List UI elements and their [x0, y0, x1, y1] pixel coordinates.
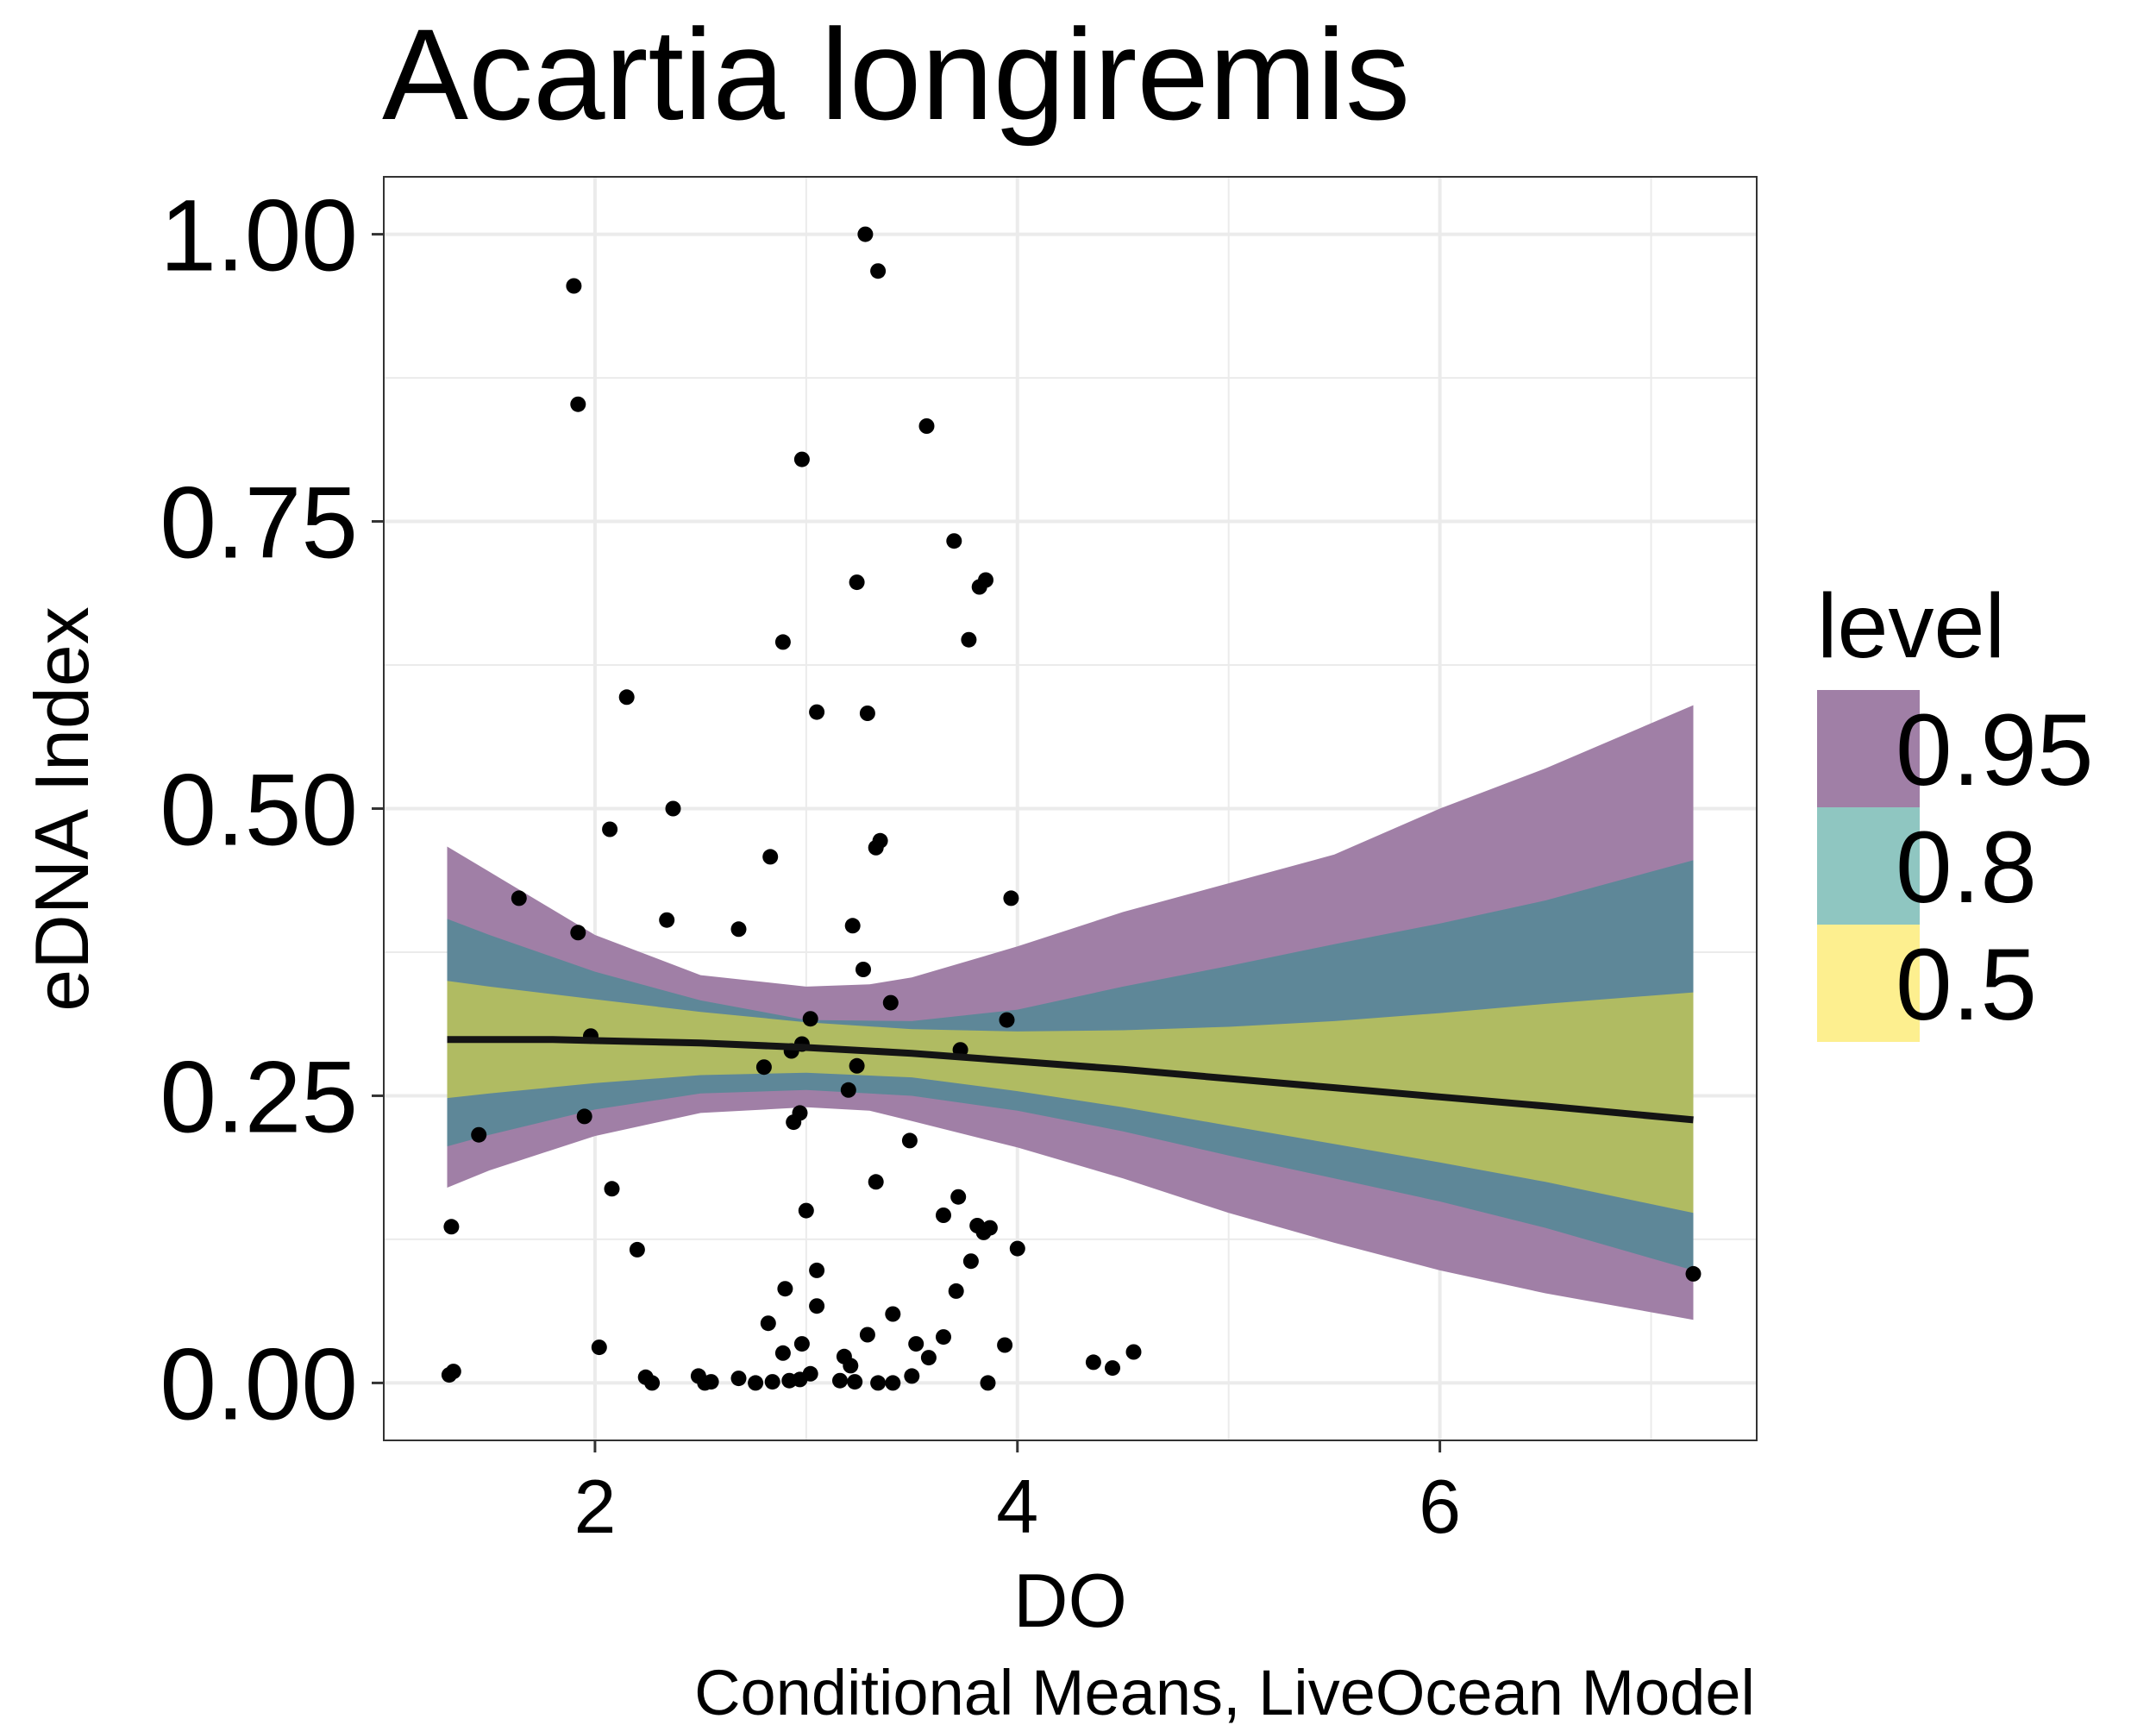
data-point-66: [592, 1339, 607, 1355]
data-point-73: [1105, 1360, 1120, 1376]
data-point-34: [756, 1059, 772, 1075]
data-point-10: [775, 634, 791, 649]
data-point-79: [731, 1371, 747, 1386]
data-point-2: [566, 279, 581, 294]
y-tick-label-3: 0.75: [160, 467, 358, 580]
data-point-1: [870, 263, 886, 279]
data-point-24: [731, 921, 747, 937]
data-point-3: [570, 397, 586, 412]
data-point-61: [936, 1329, 951, 1345]
data-point-57: [949, 1283, 964, 1299]
data-point-26: [856, 962, 871, 977]
data-point-6: [946, 533, 962, 549]
legend-label-0-8: 0.8: [1896, 811, 2037, 925]
data-point-7: [849, 574, 865, 590]
x-tick-label-1: 4: [996, 1464, 1038, 1549]
data-point-9: [972, 580, 987, 595]
data-point-20: [511, 890, 527, 906]
data-point-15: [666, 801, 681, 817]
data-point-36: [841, 1082, 856, 1098]
data-point-39: [786, 1114, 801, 1130]
data-point-29: [803, 1011, 818, 1026]
data-point-88: [748, 1375, 763, 1390]
data-point-89: [765, 1374, 780, 1389]
data-point-23: [845, 918, 861, 933]
data-point-52: [1010, 1241, 1025, 1257]
legend-title: level: [1817, 575, 2005, 677]
data-point-91: [885, 1375, 900, 1390]
data-point-25: [570, 925, 586, 940]
data-point-41: [902, 1132, 918, 1148]
data-point-75: [442, 1367, 457, 1383]
data-point-21: [1003, 890, 1018, 906]
data-point-16: [602, 822, 617, 837]
data-point-64: [794, 1336, 810, 1352]
y-tick-label-1: 0.25: [160, 1040, 358, 1154]
data-point-63: [908, 1336, 924, 1352]
data-point-90: [870, 1375, 886, 1390]
data-point-33: [849, 1058, 865, 1074]
y-tick-label-4: 1.00: [160, 179, 358, 293]
x-axis: 2 4 6: [573, 1440, 1461, 1549]
data-point-40: [471, 1127, 486, 1143]
data-point-55: [1686, 1266, 1702, 1282]
x-axis-title: DO: [1013, 1558, 1127, 1643]
data-point-43: [605, 1181, 620, 1196]
data-point-49: [443, 1219, 459, 1234]
legend: 0.950.80.5: [1817, 690, 2094, 1042]
data-point-4: [919, 418, 935, 434]
data-point-28: [1000, 1013, 1015, 1028]
data-point-46: [936, 1208, 951, 1223]
data-point-14: [860, 706, 875, 721]
data-point-71: [1086, 1354, 1101, 1370]
data-point-59: [885, 1307, 900, 1322]
data-point-13: [809, 705, 824, 720]
data-point-62: [860, 1327, 875, 1343]
data-point-92: [981, 1375, 996, 1390]
data-point-50: [976, 1225, 992, 1240]
legend-label-0-5: 0.5: [1896, 928, 2037, 1042]
data-point-87: [697, 1375, 712, 1390]
chart-caption: Conditional Means, LiveOcean Model: [694, 1657, 1755, 1725]
data-point-11: [961, 632, 976, 648]
data-point-67: [1126, 1345, 1142, 1360]
data-point-68: [775, 1346, 791, 1361]
data-point-76: [904, 1368, 919, 1383]
data-point-60: [761, 1315, 776, 1331]
data-point-45: [799, 1203, 814, 1219]
legend-label-0-95: 0.95: [1896, 693, 2094, 807]
x-tick-label-2: 6: [1419, 1464, 1461, 1549]
data-point-22: [659, 913, 674, 928]
data-point-18: [868, 840, 884, 856]
data-point-44: [950, 1189, 966, 1205]
data-point-82: [781, 1373, 797, 1389]
data-point-58: [809, 1298, 824, 1314]
x-tick-label-0: 2: [573, 1464, 616, 1549]
data-point-65: [997, 1338, 1012, 1353]
data-point-70: [921, 1350, 937, 1365]
data-point-38: [577, 1108, 592, 1124]
data-point-54: [809, 1263, 824, 1278]
data-point-85: [847, 1374, 862, 1389]
data-point-83: [832, 1373, 848, 1389]
data-point-42: [868, 1174, 884, 1189]
data-point-5: [794, 452, 810, 467]
data-point-0: [857, 227, 873, 242]
chart-title: Acartia longiremis: [382, 2, 1410, 147]
data-point-53: [963, 1253, 979, 1269]
y-axis-title: eDNA Index: [19, 606, 104, 1012]
data-point-27: [883, 995, 899, 1011]
data-point-72: [843, 1358, 858, 1373]
data-point-19: [762, 849, 778, 864]
data-point-51: [630, 1242, 645, 1258]
data-point-12: [619, 689, 635, 705]
y-axis: 0.00 0.25 0.50 0.75 1.00: [160, 179, 384, 1442]
data-point-86: [644, 1375, 660, 1390]
y-tick-label-0: 0.00: [160, 1327, 358, 1441]
y-tick-label-2: 0.50: [160, 754, 358, 868]
data-point-56: [777, 1281, 793, 1296]
